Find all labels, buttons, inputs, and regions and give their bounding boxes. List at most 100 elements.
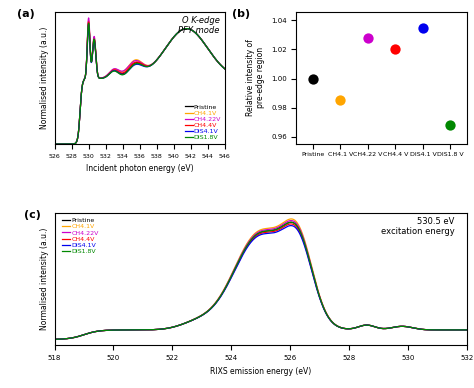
Text: (a): (a) (17, 9, 35, 19)
DIS4.1V (217, 62, 223, 67)
Pristine (233, 264, 239, 268)
CH4.1V (335, 324, 341, 329)
Pristine (186, 26, 191, 31)
CH4.22V (288, 218, 294, 223)
CH4.4V (222, 67, 228, 71)
Pristine (135, 60, 140, 65)
CH4.1V (86, 18, 91, 23)
Line: Pristine: Pristine (55, 23, 225, 144)
Pristine (374, 325, 379, 330)
DIS1.8V (94, 329, 100, 334)
DIS1.8V (464, 327, 470, 332)
CH4.1V (135, 57, 140, 62)
Pristine (217, 62, 223, 67)
Pristine (52, 337, 57, 341)
Line: CH4.22V: CH4.22V (55, 221, 467, 339)
CH4.4V (86, 19, 91, 24)
DIS1.8V (52, 142, 57, 146)
DIS1.8V (219, 293, 224, 297)
Point (337, 97, 344, 104)
Pristine (335, 324, 341, 329)
CH4.22V (52, 337, 57, 341)
Pristine (94, 329, 100, 334)
CH4.4V (52, 337, 57, 341)
Line: DIS4.1V: DIS4.1V (55, 225, 467, 339)
CH4.1V (374, 325, 379, 330)
CH4.22V (217, 62, 223, 67)
CH4.1V (130, 59, 136, 64)
Pristine (86, 21, 91, 26)
CH4.1V (464, 327, 470, 332)
CH4.4V (94, 329, 100, 334)
Line: DIS1.8V: DIS1.8V (55, 23, 225, 144)
CH4.22V (464, 327, 470, 332)
Pristine (222, 67, 228, 71)
Text: O K-edge
PFY mode: O K-edge PFY mode (178, 16, 220, 35)
CH4.22V (94, 329, 100, 334)
DIS1.8V (217, 62, 223, 67)
CH4.1V (233, 262, 239, 267)
Pristine (464, 327, 470, 332)
CH4.1V (60, 142, 66, 146)
Text: (b): (b) (232, 9, 250, 19)
Point (447, 122, 454, 128)
DIS4.1V (217, 62, 223, 67)
CH4.4V (374, 325, 379, 330)
Line: CH4.22V: CH4.22V (55, 18, 225, 144)
CH4.4V (60, 142, 66, 146)
CH4.22V (335, 324, 341, 329)
Pristine (52, 142, 57, 146)
Pristine (130, 62, 136, 66)
CH4.22V (130, 59, 136, 64)
CH4.22V (374, 325, 379, 330)
Legend: Pristine, CH4.1V, CH4.22V, CH4.4V, DIS4.1V, DIS1.8V: Pristine, CH4.1V, CH4.22V, CH4.4V, DIS4.… (184, 104, 222, 141)
DIS1.8V (288, 220, 294, 225)
Legend: Pristine, CH4.1V, CH4.22V, CH4.4V, DIS4.1V, DIS1.8V: Pristine, CH4.1V, CH4.22V, CH4.4V, DIS4.… (62, 217, 99, 255)
DIS4.1V (52, 337, 57, 341)
DIS1.8V (130, 63, 136, 68)
CH4.4V (52, 142, 57, 146)
Y-axis label: Relative intensity of
pre-edge region: Relative intensity of pre-edge region (246, 40, 265, 116)
Text: (c): (c) (24, 210, 40, 220)
CH4.4V (381, 326, 387, 331)
CH4.22V (233, 263, 239, 268)
Point (364, 35, 372, 41)
DIS4.1V (335, 324, 341, 329)
Pristine (60, 142, 66, 146)
CH4.4V (288, 222, 294, 226)
CH4.4V (186, 26, 191, 31)
DIS4.1V (222, 67, 228, 71)
DIS1.8V (233, 264, 239, 268)
CH4.1V (381, 326, 387, 331)
DIS4.1V (52, 142, 57, 146)
CH4.1V (219, 292, 224, 296)
Point (419, 24, 427, 31)
Line: Pristine: Pristine (55, 222, 467, 339)
DIS4.1V (63, 142, 69, 146)
CH4.1V (222, 67, 228, 71)
Pristine (219, 293, 224, 297)
DIS4.1V (288, 223, 294, 228)
DIS1.8V (60, 142, 66, 146)
CH4.22V (222, 67, 228, 71)
DIS4.1V (219, 293, 224, 298)
Line: DIS1.8V: DIS1.8V (55, 222, 467, 339)
CH4.22V (381, 326, 387, 331)
DIS4.1V (233, 265, 239, 270)
CH4.22V (217, 62, 223, 67)
DIS1.8V (52, 337, 57, 341)
Point (309, 76, 317, 82)
Line: CH4.4V: CH4.4V (55, 22, 225, 144)
DIS1.8V (335, 324, 341, 329)
CH4.1V (217, 62, 223, 67)
Point (392, 47, 399, 53)
Line: CH4.1V: CH4.1V (55, 219, 467, 339)
DIS4.1V (130, 64, 136, 68)
DIS1.8V (135, 61, 140, 66)
CH4.1V (186, 26, 191, 31)
DIS1.8V (186, 27, 191, 31)
DIS1.8V (86, 21, 91, 26)
CH4.22V (186, 26, 191, 31)
CH4.4V (135, 60, 140, 64)
DIS1.8V (222, 67, 228, 71)
